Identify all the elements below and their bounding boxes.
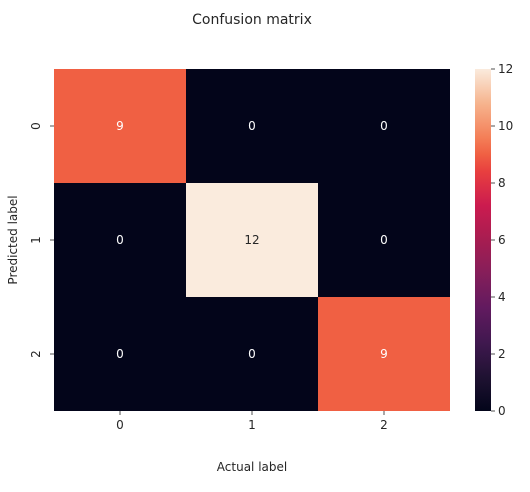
y-tick-label-2: 2	[29, 350, 43, 358]
heatmap-cell-r0-c0	[54, 69, 186, 183]
colorbar-tick-label-2: 4	[498, 290, 506, 304]
heatmap-cell-r2-c0	[54, 297, 186, 411]
cell-value-r2-c0: 0	[116, 347, 124, 361]
colorbar-tick-label-5: 10	[498, 119, 513, 133]
cell-value-r1-c2: 0	[380, 233, 388, 247]
cell-value-r1-c0: 0	[116, 233, 124, 247]
colorbar-tick-label-6: 12	[498, 62, 513, 76]
y-axis-label: Predicted label	[6, 195, 20, 284]
x-tick-label-1: 1	[248, 418, 256, 432]
colorbar-tick-label-0: 0	[498, 404, 506, 418]
x-axis: 0 1 2	[116, 411, 388, 432]
heatmap-cell-r0-c1	[186, 69, 318, 183]
heatmap-cell-r2-c2	[318, 297, 450, 411]
x-tick-label-0: 0	[116, 418, 124, 432]
heatmap-cells	[54, 69, 450, 411]
x-tick-label-2: 2	[380, 418, 388, 432]
colorbar-tick-label-3: 6	[498, 233, 506, 247]
colorbar-tick-label-1: 2	[498, 347, 506, 361]
heatmap-cell-r1-c1	[186, 183, 318, 297]
cell-value-r1-c1: 12	[244, 233, 259, 247]
x-axis-label: Actual label	[217, 460, 287, 474]
y-tick-label-1: 1	[29, 236, 43, 244]
colorbar-tick-label-4: 8	[498, 176, 506, 190]
heatmap-cell-r0-c2	[318, 69, 450, 183]
colorbar	[475, 69, 491, 411]
cell-value-r2-c2: 9	[380, 347, 388, 361]
cell-value-r2-c1: 0	[248, 347, 256, 361]
cell-value-r0-c1: 0	[248, 119, 256, 133]
heatmap-cell-r2-c1	[186, 297, 318, 411]
cell-value-r0-c2: 0	[380, 119, 388, 133]
heatmap-cell-r1-c2	[318, 183, 450, 297]
y-tick-label-0: 0	[29, 122, 43, 130]
y-axis: 0 1 2	[29, 122, 54, 358]
cell-value-r0-c0: 9	[116, 119, 124, 133]
chart-title: Confusion matrix	[192, 12, 312, 28]
cell-annotations: 9 0 0 0 12 0 0 0 9	[116, 119, 388, 361]
heatmap-cell-r1-c0	[54, 183, 186, 297]
colorbar-ticks: 0 2 4 6 8 10 12	[491, 62, 513, 418]
